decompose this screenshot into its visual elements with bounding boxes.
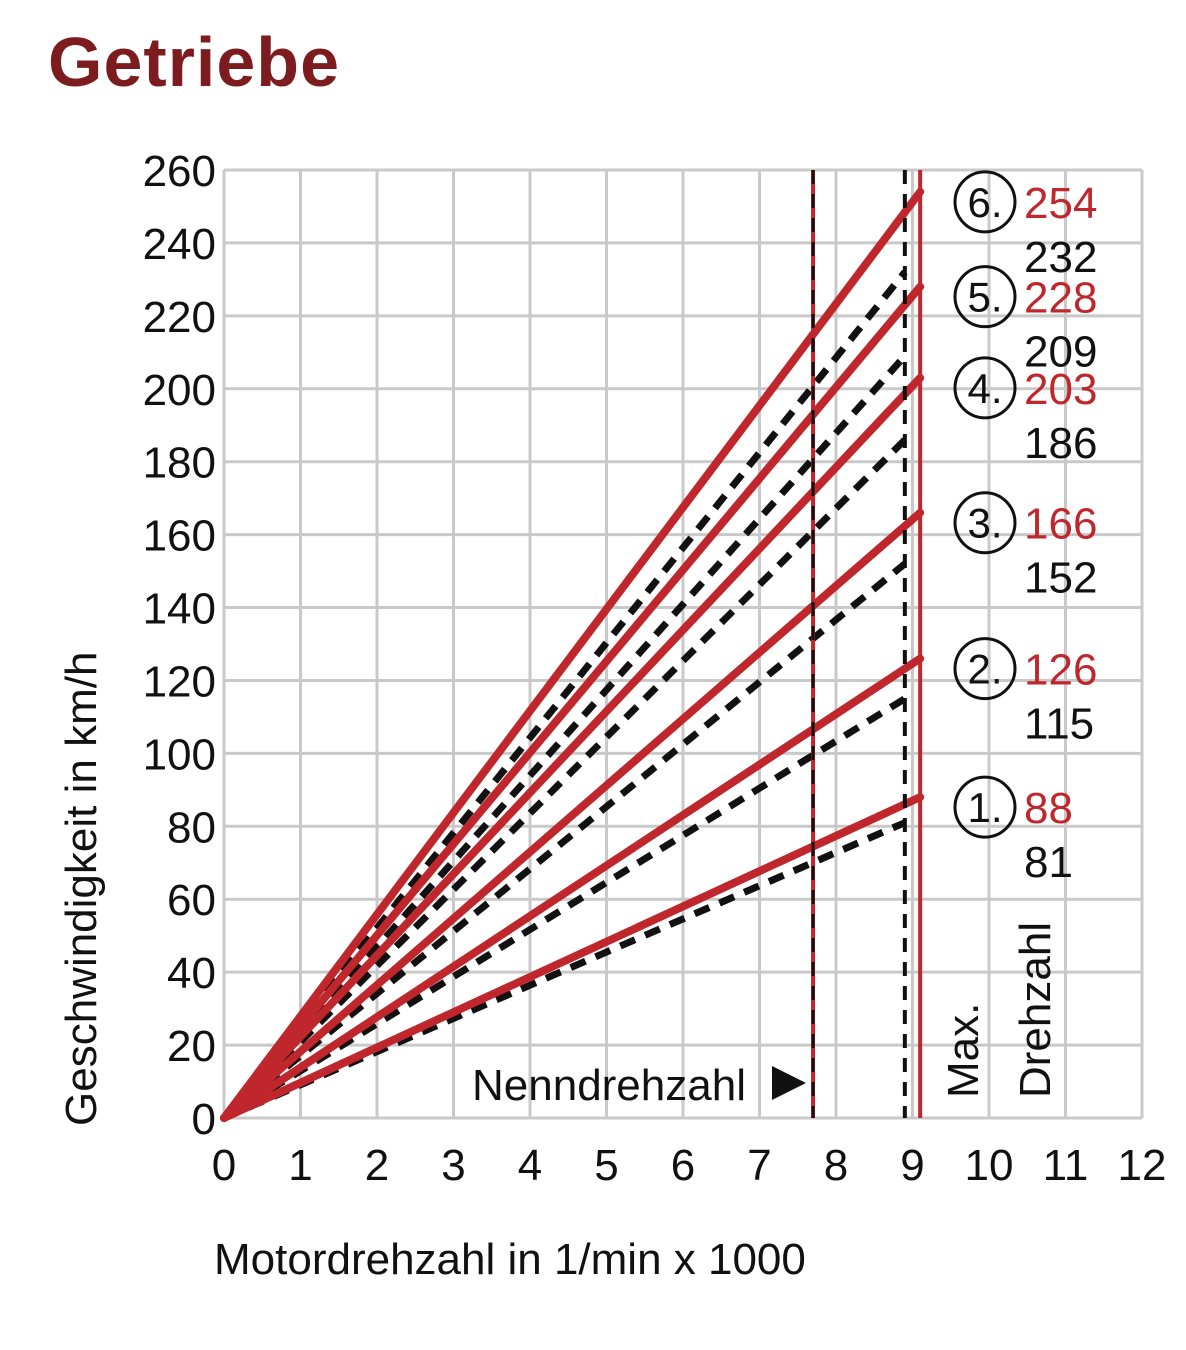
gear-5-red-line [220,282,925,1122]
x-tick-label: 12 [1118,1141,1167,1190]
gear-circle-icon [953,491,1017,555]
drehzahl-label: Drehzahl [1011,922,1060,1098]
gear-circle-icon [953,265,1017,329]
gear-number: 6. [967,179,1002,226]
x-tick-label: 9 [900,1141,924,1190]
gear-circle-icon [953,775,1017,839]
gear-max-speed-black: 209 [1024,328,1097,377]
gear-max-speed-red: 126 [1024,646,1097,695]
max-label: Max. [939,1003,988,1098]
gear-max-speed-red: 203 [1024,365,1097,414]
y-tick-label: 40 [167,949,216,998]
gear-2-red-line [220,654,925,1122]
y-tick-label: 240 [143,220,216,269]
gear-max-speed-red: 166 [1024,500,1097,549]
x-tick-label: 1 [288,1141,312,1190]
gear-max-speed-black: 115 [1024,700,1094,749]
y-tick-label: 180 [143,439,216,488]
gear-max-speed-red: 254 [1024,179,1097,228]
gear-1-red-line [220,793,925,1122]
nenndrehzahl-label: Nenndrehzahl [472,1061,746,1110]
x-tick-label: 3 [441,1141,465,1190]
reference-lines [811,170,923,1118]
x-tick-label: 11 [1043,1141,1089,1190]
x-tick-label: 2 [365,1141,389,1190]
y-tick-label: 140 [143,585,216,634]
grid [222,168,1144,1120]
gear-number: 5. [967,274,1002,321]
x-tick-label: 6 [671,1141,695,1190]
gear-max-speed-black: 81 [1024,838,1073,887]
y-tick-label: 220 [143,293,216,342]
gear-circle-icon [953,637,1017,701]
gear-circle-icon [953,170,1017,234]
y-tick-label: 100 [143,730,216,779]
y-tick-label: 0 [192,1095,216,1144]
gear-3-red-line [220,508,925,1122]
y-tick-label: 20 [167,1022,216,1071]
x-tick-label: 4 [518,1141,542,1190]
y-tick-label: 200 [143,366,216,415]
gear-number: 3. [967,500,1002,547]
gear-number: 1. [967,784,1002,831]
gear-6-dashed-line [221,269,908,1121]
gear-number: 4. [967,365,1002,412]
gear-number: 2. [967,646,1002,693]
gear-labels: 6. 254 232 5. 228 209 4. 203 186 3. 166 152 2. 126 115… [953,170,1097,887]
gear-circle-icon [953,356,1017,420]
y-tick-label: 260 [143,147,216,196]
chart-title: Getriebe [48,23,340,101]
gear-max-speed-black: 232 [1024,233,1097,282]
gear-4-dashed-line [221,437,908,1121]
y-tick-labels: 0 20 40 60 80 100 120 140 160 180 200 220 240 260 [143,147,216,1144]
series-lines [220,187,925,1122]
x-tick-label: 7 [747,1141,771,1190]
y-tick-label: 120 [143,657,216,706]
x-tick-label: 8 [824,1141,848,1190]
x-tick-label: 10 [965,1141,1014,1190]
gear-max-speed-black: 152 [1024,554,1097,603]
gear-max-speed-red: 88 [1024,784,1073,833]
x-tick-label: 5 [594,1141,618,1190]
y-tick-label: 60 [167,876,216,925]
x-axis-label: Motordrehzahl in 1/min x 1000 [214,1235,806,1284]
x-tick-label: 0 [212,1141,236,1190]
gear-max-speed-black: 186 [1024,419,1097,468]
gear-3-dashed-line [221,561,908,1121]
gear-5-dashed-line [221,353,908,1121]
y-axis-label: Geschwindigkeit in km/h [57,652,106,1126]
nenndrehzahl-arrow-icon [772,1066,806,1100]
y-tick-label: 160 [143,512,216,561]
gear-4-red-line [220,373,925,1122]
y-tick-label: 80 [167,803,216,852]
gear-6-red-line [220,187,925,1122]
x-tick-labels: 0 1 2 3 4 5 6 7 8 9 10 11 12 [212,1141,1167,1190]
gear-max-speed-red: 228 [1024,274,1097,323]
